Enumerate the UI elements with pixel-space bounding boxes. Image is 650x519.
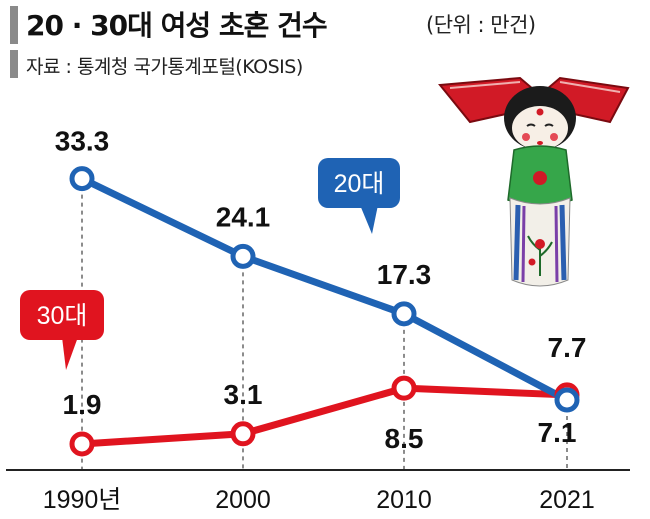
point-30s-1990 [69,431,95,457]
source-label: 자료 : 통계청 국가통계포털(KOSIS) [26,56,303,78]
unit-label: (단위 : 만건) [426,13,536,37]
x-tick-2021: 2021 [539,486,595,514]
title-accent-bar [10,6,18,44]
point-20s-2010 [391,301,417,327]
legend-tag-20s: 20대 [318,158,400,234]
x-tick-2000: 2000 [215,486,271,514]
x-tick-1990: 1990년 [43,486,122,514]
point-20s-2000 [230,243,256,269]
data-label-30s-2010: 8.5 [385,423,424,454]
data-label-20s-2010: 17.3 [377,259,432,290]
data-label-20s-2021: 7.1 [538,417,577,448]
legend-label-20s: 20대 [334,170,385,198]
x-tick-2010: 2010 [376,486,432,514]
point-30s-2000 [230,421,256,447]
data-label-30s-2021: 7.7 [548,332,587,363]
point-30s-2010 [391,375,417,401]
data-label-20s-1990: 33.3 [55,126,110,157]
bride-doll-illustration [438,76,630,287]
series-30s-line [81,384,568,448]
source-accent-bar [10,50,18,78]
point-20s-2021 [554,387,580,413]
legend-tag-30s: 30대 [20,290,104,370]
series-20s-line [80,175,569,404]
chart-title: 20 · 30대 여성 초혼 건수 [26,9,328,42]
data-label-20s-2000: 24.1 [216,201,271,232]
legend-label-30s: 30대 [37,302,88,330]
data-label-30s-2000: 3.1 [224,379,263,410]
point-20s-1990 [69,166,95,192]
data-label-30s-1990: 1.9 [63,389,102,420]
